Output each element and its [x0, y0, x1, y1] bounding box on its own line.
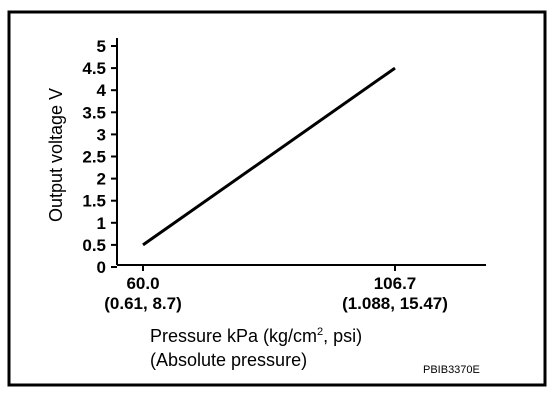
y-axis-ticks: 0 0.5 1 1.5 2 2.5 3 3.5 4 4.5 5 [82, 37, 117, 277]
y-tick-label: 1.5 [82, 192, 106, 211]
y-tick-label: 4.5 [82, 59, 106, 78]
y-tick-label: 2 [97, 170, 106, 189]
y-tick-label: 0.5 [82, 236, 106, 255]
x-axis-ticks: 60.0(0.61, 8.7) 106.7(1.088, 15.47) [104, 265, 448, 313]
figure-code: PBIB3370E [423, 364, 480, 376]
series-line [142, 66, 396, 247]
x-tick-sublabel: (0.61, 8.7) [104, 294, 182, 313]
y-tick-label: 5 [97, 37, 106, 56]
x-tick-label: 106.7 [374, 274, 417, 293]
series-layer [142, 66, 396, 247]
y-tick-label: 1 [97, 214, 106, 233]
x-tick-sublabel: (1.088, 15.47) [342, 294, 448, 313]
y-axis-title: Output voltage V [46, 88, 66, 222]
figure-border [7, 10, 547, 387]
x-axis-title: Pressure kPa (kg/cm2, psi) [150, 326, 362, 346]
x-tick-label: 60.0 [126, 274, 159, 293]
y-tick-label: 2.5 [82, 148, 106, 167]
y-tick-label: 3 [97, 125, 106, 144]
y-tick-label: 4 [97, 81, 107, 100]
x-axis-title-superscript: 2 [317, 326, 323, 338]
x-axis-subtitle: (Absolute pressure) [150, 350, 307, 370]
y-tick-label: 3.5 [82, 103, 106, 122]
y-tick-label: 0 [97, 258, 106, 277]
